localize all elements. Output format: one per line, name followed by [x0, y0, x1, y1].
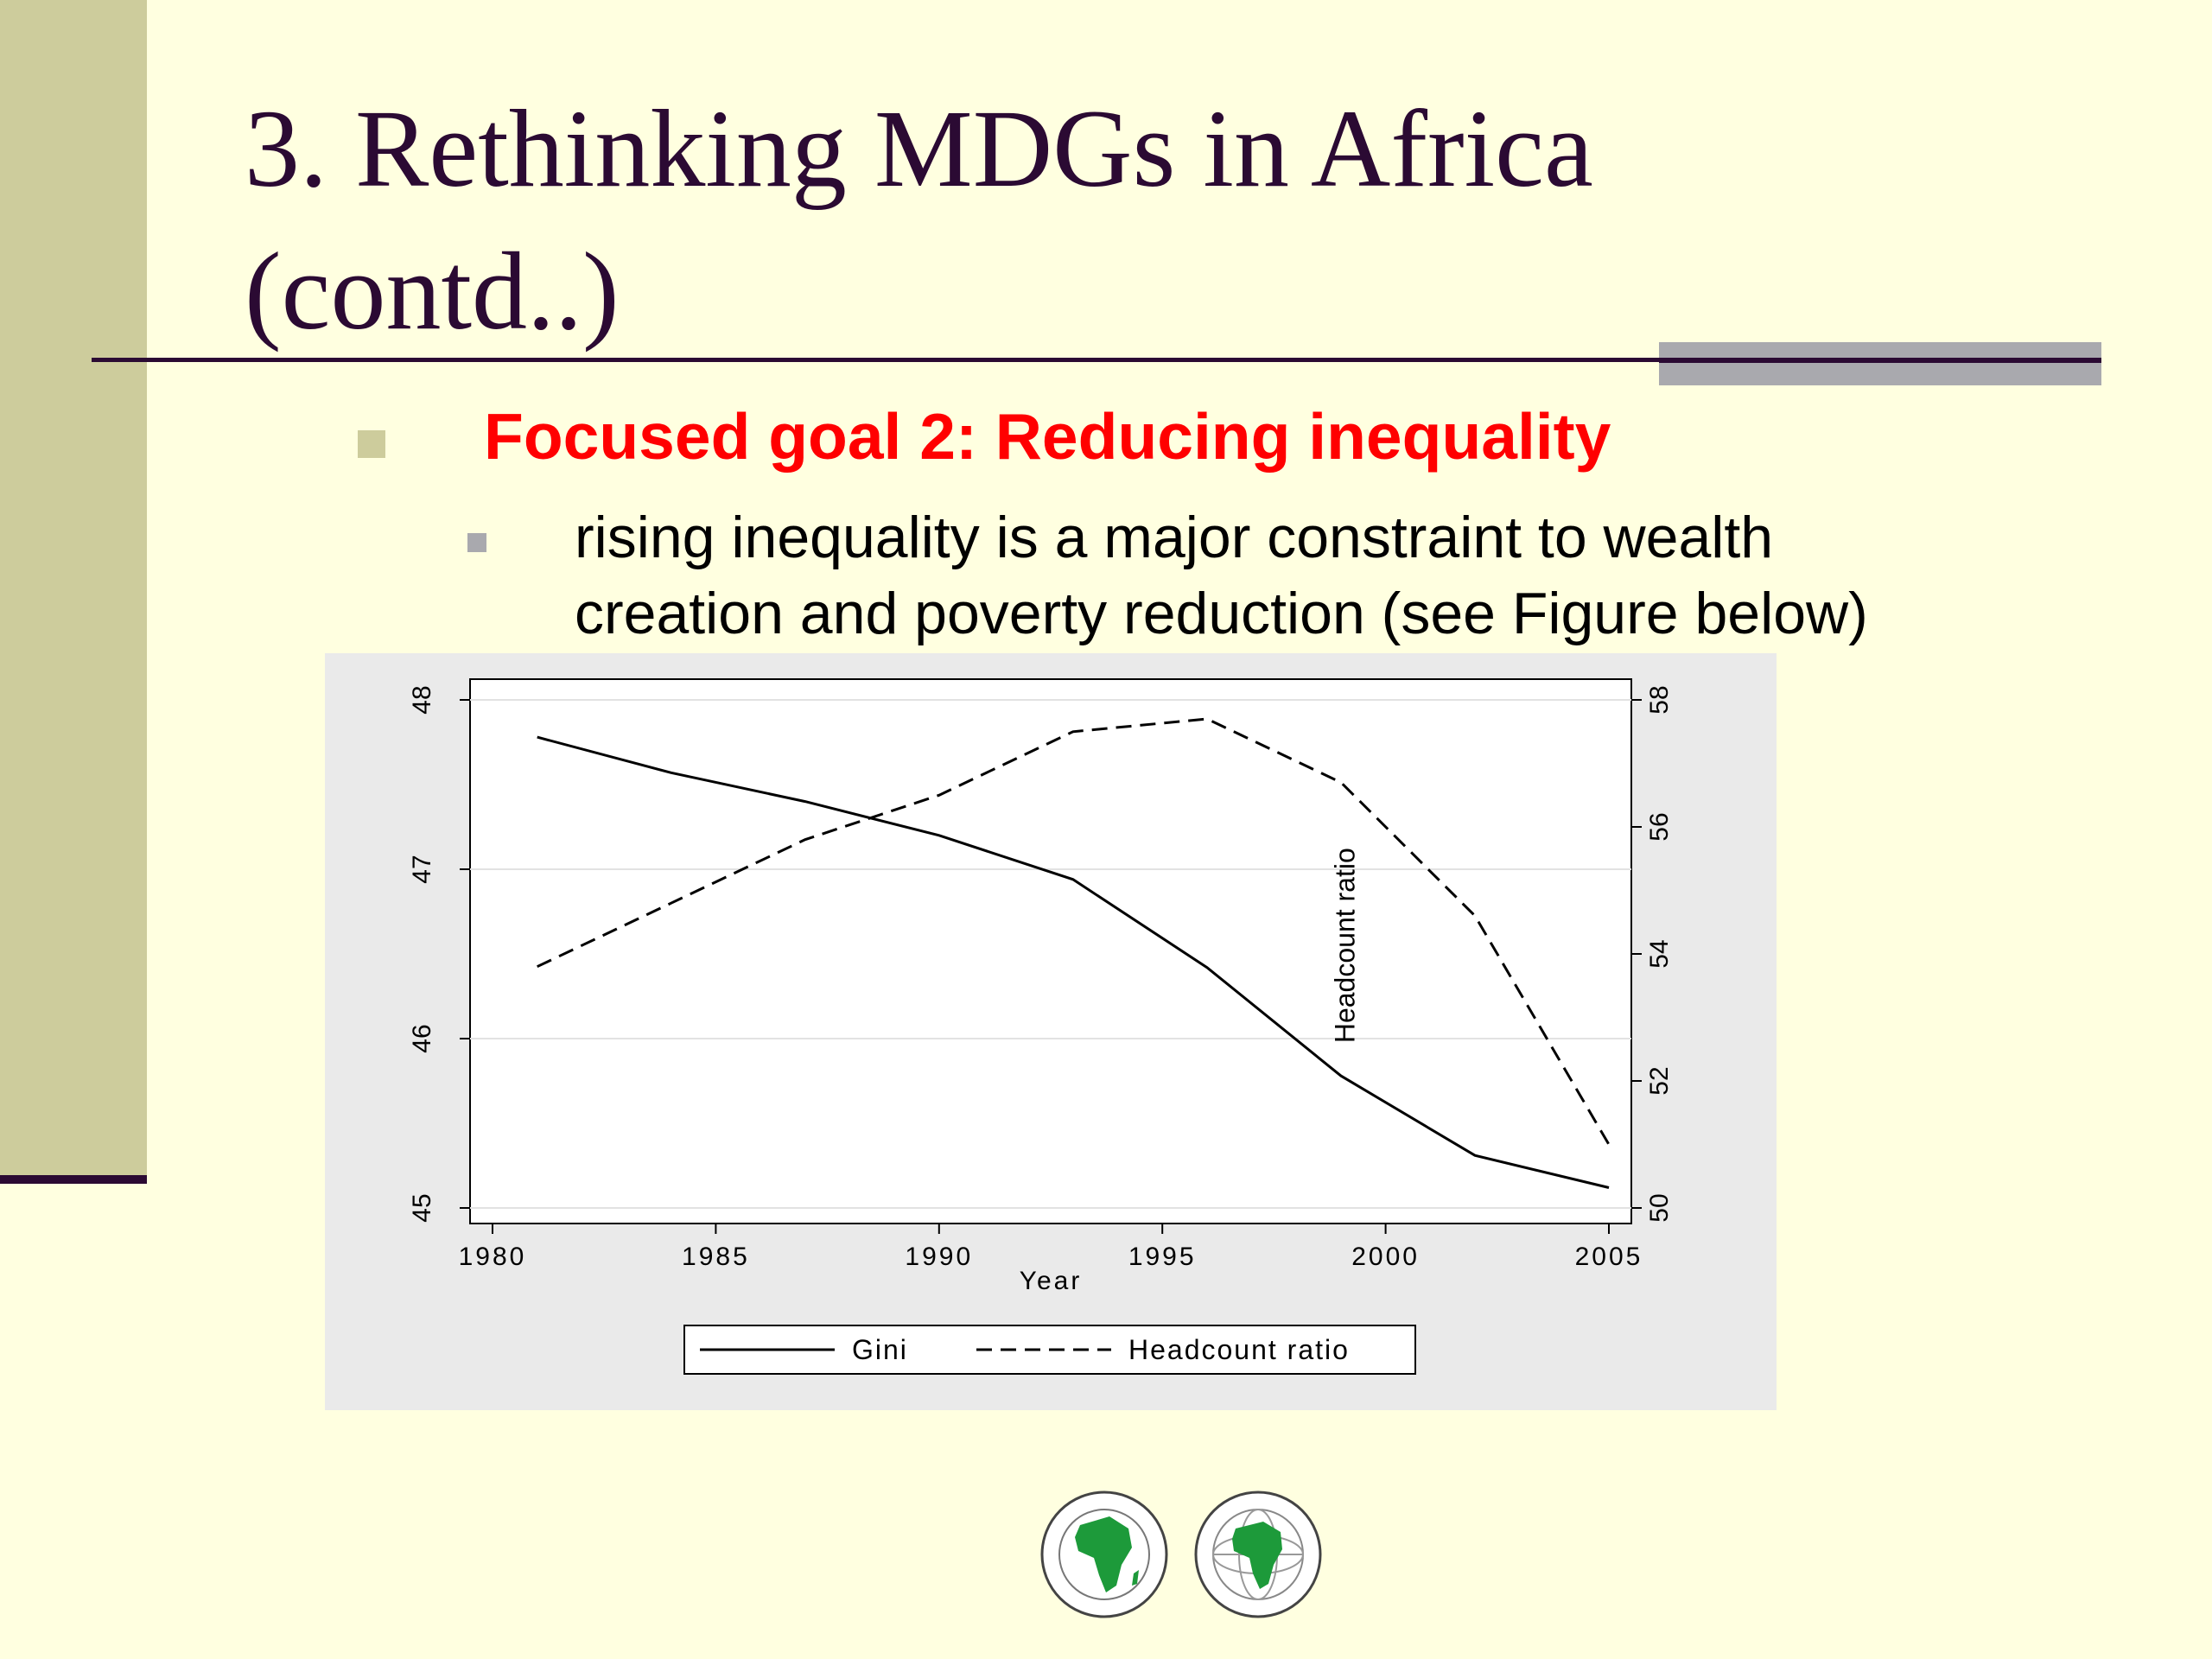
y-left-tick-label: 47	[408, 855, 436, 883]
x-tick-label: 1995	[1128, 1243, 1197, 1271]
legend-label-0: Gini	[852, 1334, 908, 1365]
x-axis-label: Year	[1020, 1267, 1083, 1295]
x-tick-label: 2005	[1575, 1243, 1643, 1271]
slide-title: 3. Rethinking MDGs in Africa (contd..)	[245, 78, 2059, 363]
slide-title-line-1: 3. Rethinking MDGs in Africa	[245, 87, 1593, 210]
title-rule-accent-line	[1659, 358, 2101, 363]
x-tick-label: 1985	[682, 1243, 750, 1271]
x-tick-label: 1980	[459, 1243, 527, 1271]
y-right-tick-label: 52	[1645, 1066, 1674, 1095]
african-development-fund-logo-icon	[1194, 1491, 1322, 1618]
x-tick-label: 1990	[905, 1243, 973, 1271]
focused-goal-heading: Focused goal 2: Reducing inequality	[484, 400, 1611, 473]
y-right-tick-label: 54	[1645, 939, 1674, 968]
series-line-headcount-ratio	[537, 717, 1611, 1146]
y-right-tick-label: 50	[1645, 1193, 1674, 1222]
left-decorative-band	[0, 0, 147, 1184]
y-left-tick-label: 45	[408, 1193, 436, 1222]
y-right-tick-label: 56	[1645, 812, 1674, 841]
sub-bullet-line-1: rising inequality is a major constraint …	[575, 505, 1774, 570]
gini-headcount-chart: 45 46 47 48 50 52 54 56 58 1980 1985 1990 1995 2000 20…	[408, 678, 1674, 1375]
title-rule-accent	[1659, 342, 2101, 385]
y-right-tick-label: 58	[1645, 685, 1674, 714]
plot-area	[469, 678, 1632, 1224]
sub-bullet-text: rising inequality is a major constraint …	[575, 499, 2044, 652]
headcount-ratio-annotation: Headcount ratio	[1329, 848, 1360, 1043]
y-left-tick-label: 48	[408, 685, 436, 714]
sub-bullet-square-icon	[467, 533, 486, 552]
y-left-tick-label: 46	[408, 1024, 436, 1052]
bullet-square-icon	[358, 430, 385, 458]
chart-panel: 45 46 47 48 50 52 54 56 58 1980 1985 1990 1995 2000 20…	[325, 653, 1777, 1410]
slide-title-line-2: (contd..)	[245, 230, 620, 353]
x-tick-label: 2000	[1351, 1243, 1420, 1271]
afdb-logos	[1040, 1491, 1322, 1618]
legend-label-1: Headcount ratio	[1128, 1334, 1350, 1365]
series-line-gini	[537, 735, 1610, 1189]
african-development-bank-logo-icon	[1040, 1491, 1168, 1618]
title-rule	[92, 358, 2101, 362]
sub-bullet-line-2: creation and poverty reduction (see Figu…	[575, 581, 1868, 646]
